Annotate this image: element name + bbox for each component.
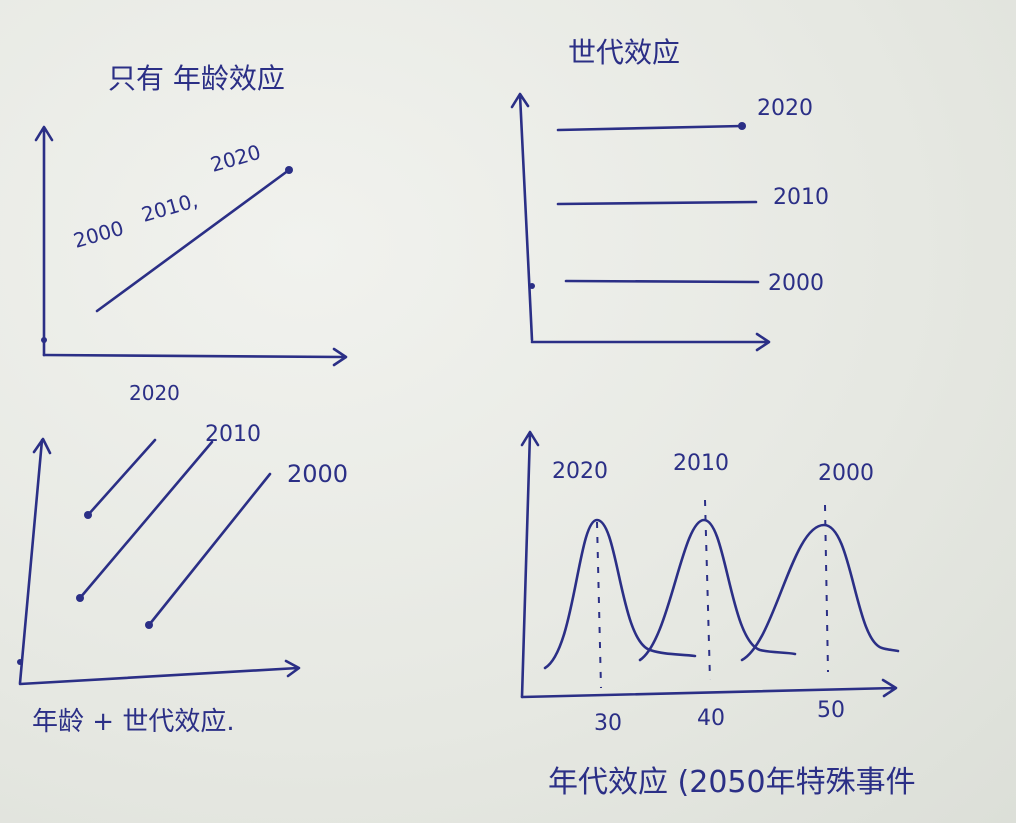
chart-period-effect: 2020 2010 2000 30 40 50 年代效应 (2050年特殊事件 xyxy=(520,430,916,800)
chart4-label-2000: 2000 xyxy=(818,461,874,486)
chart4-label-2020: 2020 xyxy=(552,459,608,484)
chart4-y-axis xyxy=(520,430,540,699)
chart2-x-axis xyxy=(530,332,771,352)
chart4-tick-40: 40 xyxy=(697,706,725,731)
chart3-line-2000-start xyxy=(145,621,153,629)
chart2-title: 世代效应 xyxy=(568,36,680,69)
chart3-axis-mark xyxy=(17,659,23,665)
chart3-label-2020: 2020 xyxy=(129,381,180,405)
chart4-tick-30: 30 xyxy=(594,711,622,736)
chart1-y-axis xyxy=(34,125,54,357)
chart2-y-axis xyxy=(510,92,534,342)
chart4-title: 年代效应 (2050年特殊事件 xyxy=(548,765,916,800)
chart1-axis-origin-mark xyxy=(41,337,47,343)
chart1-title: 只有 年龄效应 xyxy=(108,62,285,95)
chart-age-cohort-effect: 2020 2010 2000 年龄 + 世代效应. xyxy=(17,381,348,737)
chart-cohort-effect: 世代效应 2020 2010 2000 xyxy=(510,36,829,352)
chart3-line-2010-start xyxy=(76,594,84,602)
chart4-peak-line-2000 xyxy=(824,504,829,673)
chart1-label-2000: 2000 xyxy=(71,216,127,253)
chart2-line-2000 xyxy=(564,279,760,284)
chart3-x-axis xyxy=(18,659,301,686)
chart1-x-axis xyxy=(42,347,348,367)
chart4-peak-line-2010 xyxy=(704,499,711,681)
chart1-label-2020: 2020 xyxy=(208,140,264,177)
chart3-label-2010: 2010 xyxy=(205,422,261,447)
chart4-curve-2020 xyxy=(543,518,697,670)
chart2-line-2020 xyxy=(556,124,744,132)
chart2-axis-mark xyxy=(529,283,535,289)
chart2-line-2020-end xyxy=(738,122,746,130)
chart3-title: 年龄 + 世代效应. xyxy=(32,707,235,737)
chart2-label-2010: 2010 xyxy=(773,185,829,210)
chart2-label-2020: 2020 xyxy=(757,96,813,121)
chart4-label-2010: 2010 xyxy=(673,451,729,476)
chart3-y-axis xyxy=(18,437,52,685)
chart3-label-2000: 2000 xyxy=(287,460,348,488)
chart1-label-2010: 2010, xyxy=(139,188,201,227)
chart3-line-2020-start xyxy=(84,511,92,519)
chart3-line-2020 xyxy=(86,438,157,517)
chart1-line-2000 xyxy=(95,168,291,313)
chart2-line-2010 xyxy=(556,200,758,206)
chart3-line-2010 xyxy=(78,440,214,600)
chart4-tick-50: 50 xyxy=(817,698,845,723)
chart2-label-2000: 2000 xyxy=(768,271,824,296)
chart1-line-end-point xyxy=(285,166,293,174)
chart4-curve-2000 xyxy=(740,523,900,662)
chart-age-effect: 只有 年龄效应 2000 2010, 2020 xyxy=(34,62,348,367)
chart3-line-2000 xyxy=(147,472,272,627)
chart4-curve-2010 xyxy=(638,518,797,662)
chart4-peak-line-2020 xyxy=(596,521,602,689)
chart4-x-axis xyxy=(520,678,898,699)
